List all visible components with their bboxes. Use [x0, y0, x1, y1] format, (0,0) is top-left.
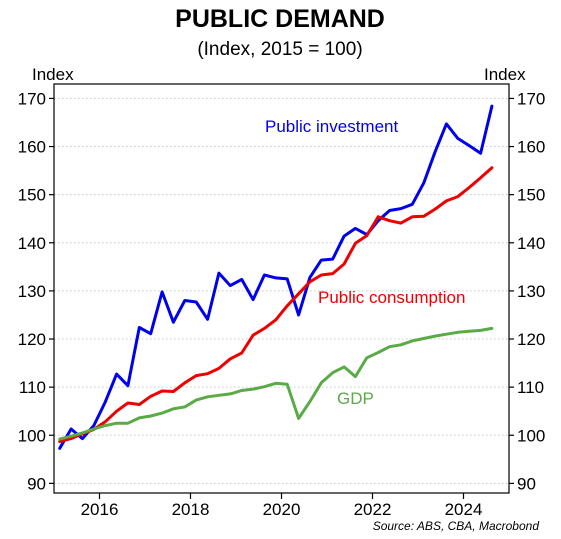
series-lines [58, 104, 494, 450]
y-tick-label-left: 160 [18, 138, 46, 157]
y-tick-label-right: 100 [517, 426, 545, 445]
axis-ticks: 90 90 100 100 110 110 120 120 130 130 140 140 150 150… [18, 89, 546, 519]
y-tick-label-right: 90 [517, 474, 536, 493]
series-line-gdp [58, 326, 494, 441]
series-line-public-consumption [58, 166, 494, 443]
y-tick-label-right: 110 [517, 378, 544, 397]
y-tick-label-left: 120 [18, 330, 46, 349]
y-tick-label-left: 90 [27, 474, 46, 493]
y-tick-label-right: 120 [517, 330, 545, 349]
y-tick-label-left: 130 [18, 282, 46, 301]
series-label-public-investment: Public investment [265, 117, 399, 136]
y-tick-label-right: 130 [517, 282, 545, 301]
series-label-public-consumption: Public consumption [318, 288, 465, 307]
y-tick-label-left: 140 [18, 234, 46, 253]
chart-subtitle: (Index, 2015 = 100) [197, 39, 362, 60]
x-tick-label: 2018 [172, 500, 210, 519]
x-tick-label: 2022 [354, 500, 392, 519]
y-tick-label-left: 100 [18, 426, 46, 445]
source-note: Source: ABS, CBA, Macrobond [373, 519, 540, 533]
y-axis-unit-left: Index [32, 65, 74, 84]
y-axis-unit-right: Index [484, 65, 526, 84]
y-tick-label-right: 160 [517, 138, 545, 157]
chart-title: PUBLIC DEMAND [175, 5, 385, 33]
y-tick-label-left: 170 [18, 89, 46, 108]
x-tick-label: 2020 [263, 500, 301, 519]
series-line-public-investment [58, 104, 494, 450]
y-tick-label-left: 110 [19, 378, 46, 397]
y-tick-label-right: 150 [517, 186, 545, 205]
x-tick-label: 2016 [81, 500, 119, 519]
y-tick-label-right: 170 [517, 89, 545, 108]
x-tick-label: 2024 [445, 500, 483, 519]
series-label-gdp: GDP [337, 389, 374, 408]
y-tick-label-left: 150 [18, 186, 46, 205]
y-tick-label-right: 140 [517, 234, 545, 253]
